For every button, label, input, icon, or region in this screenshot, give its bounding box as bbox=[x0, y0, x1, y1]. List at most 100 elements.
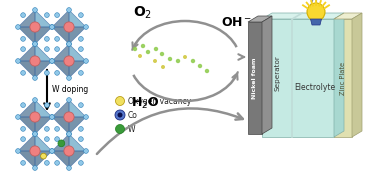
Circle shape bbox=[55, 36, 59, 41]
Polygon shape bbox=[35, 100, 52, 117]
Circle shape bbox=[67, 98, 71, 102]
Circle shape bbox=[84, 25, 88, 29]
Polygon shape bbox=[35, 61, 52, 78]
Polygon shape bbox=[310, 19, 322, 25]
Circle shape bbox=[16, 149, 20, 153]
Circle shape bbox=[50, 59, 54, 63]
Polygon shape bbox=[52, 134, 69, 151]
Polygon shape bbox=[35, 44, 52, 61]
Circle shape bbox=[55, 13, 59, 17]
Circle shape bbox=[307, 3, 325, 21]
Circle shape bbox=[116, 97, 125, 105]
Polygon shape bbox=[69, 117, 86, 134]
Circle shape bbox=[45, 13, 49, 17]
Circle shape bbox=[67, 132, 71, 136]
Circle shape bbox=[133, 47, 137, 51]
Polygon shape bbox=[334, 13, 344, 137]
Polygon shape bbox=[18, 134, 35, 151]
Circle shape bbox=[67, 166, 71, 170]
Circle shape bbox=[45, 103, 49, 108]
Circle shape bbox=[55, 126, 59, 131]
Circle shape bbox=[55, 103, 59, 108]
Circle shape bbox=[79, 137, 83, 142]
Circle shape bbox=[67, 132, 71, 136]
Polygon shape bbox=[52, 117, 69, 134]
Polygon shape bbox=[262, 13, 344, 19]
Circle shape bbox=[205, 69, 209, 73]
Polygon shape bbox=[52, 100, 69, 117]
Text: Seperator: Seperator bbox=[275, 55, 281, 91]
Circle shape bbox=[116, 125, 125, 133]
Text: W: W bbox=[128, 125, 135, 133]
Text: Nickel foam: Nickel foam bbox=[252, 57, 258, 99]
Circle shape bbox=[79, 70, 83, 75]
Circle shape bbox=[16, 25, 20, 29]
Circle shape bbox=[67, 42, 71, 46]
Polygon shape bbox=[69, 151, 86, 168]
Text: Co: Co bbox=[128, 111, 138, 119]
Circle shape bbox=[79, 13, 83, 17]
Circle shape bbox=[115, 110, 125, 120]
Text: O$_2$: O$_2$ bbox=[134, 5, 153, 21]
Circle shape bbox=[176, 59, 180, 63]
Circle shape bbox=[50, 25, 54, 29]
Polygon shape bbox=[52, 10, 69, 27]
Circle shape bbox=[21, 47, 25, 51]
Polygon shape bbox=[52, 151, 69, 168]
Circle shape bbox=[146, 50, 150, 54]
Circle shape bbox=[67, 8, 71, 12]
Circle shape bbox=[64, 146, 74, 156]
Circle shape bbox=[45, 36, 49, 41]
Circle shape bbox=[153, 59, 157, 63]
Circle shape bbox=[191, 59, 195, 63]
Circle shape bbox=[33, 76, 37, 80]
Circle shape bbox=[33, 166, 37, 170]
Circle shape bbox=[79, 103, 83, 108]
Text: Oxygen vacancy: Oxygen vacancy bbox=[128, 97, 191, 105]
Bar bbox=[262, 19, 334, 137]
Polygon shape bbox=[18, 117, 35, 134]
Polygon shape bbox=[52, 27, 69, 44]
Circle shape bbox=[33, 42, 37, 46]
Circle shape bbox=[50, 25, 54, 29]
Polygon shape bbox=[248, 16, 272, 22]
Polygon shape bbox=[35, 134, 52, 151]
FancyArrowPatch shape bbox=[238, 54, 244, 60]
Circle shape bbox=[33, 132, 37, 136]
Circle shape bbox=[33, 98, 37, 102]
Circle shape bbox=[161, 65, 165, 69]
Circle shape bbox=[55, 137, 59, 142]
Polygon shape bbox=[35, 117, 52, 134]
Circle shape bbox=[21, 160, 25, 165]
Circle shape bbox=[183, 55, 187, 59]
Polygon shape bbox=[18, 61, 35, 78]
FancyArrowPatch shape bbox=[97, 108, 243, 154]
Text: Electrolyte: Electrolyte bbox=[295, 84, 336, 92]
Circle shape bbox=[58, 140, 65, 147]
Circle shape bbox=[55, 160, 59, 165]
Circle shape bbox=[64, 22, 74, 32]
Circle shape bbox=[41, 153, 46, 159]
Circle shape bbox=[138, 54, 142, 58]
Circle shape bbox=[50, 149, 54, 153]
Bar bbox=[248, 22, 262, 134]
Circle shape bbox=[21, 126, 25, 131]
Circle shape bbox=[30, 112, 40, 122]
Circle shape bbox=[64, 56, 74, 66]
Circle shape bbox=[79, 126, 83, 131]
Text: Zinc Plate: Zinc Plate bbox=[340, 61, 346, 94]
Circle shape bbox=[84, 115, 88, 119]
Circle shape bbox=[30, 146, 40, 156]
Polygon shape bbox=[18, 100, 35, 117]
Circle shape bbox=[79, 36, 83, 41]
Circle shape bbox=[50, 115, 54, 119]
Circle shape bbox=[141, 44, 145, 48]
Circle shape bbox=[33, 132, 37, 136]
Circle shape bbox=[45, 137, 49, 142]
Polygon shape bbox=[69, 27, 86, 44]
Circle shape bbox=[50, 59, 54, 63]
Circle shape bbox=[64, 112, 74, 122]
Circle shape bbox=[154, 47, 158, 51]
Polygon shape bbox=[18, 151, 35, 168]
Polygon shape bbox=[262, 16, 272, 134]
